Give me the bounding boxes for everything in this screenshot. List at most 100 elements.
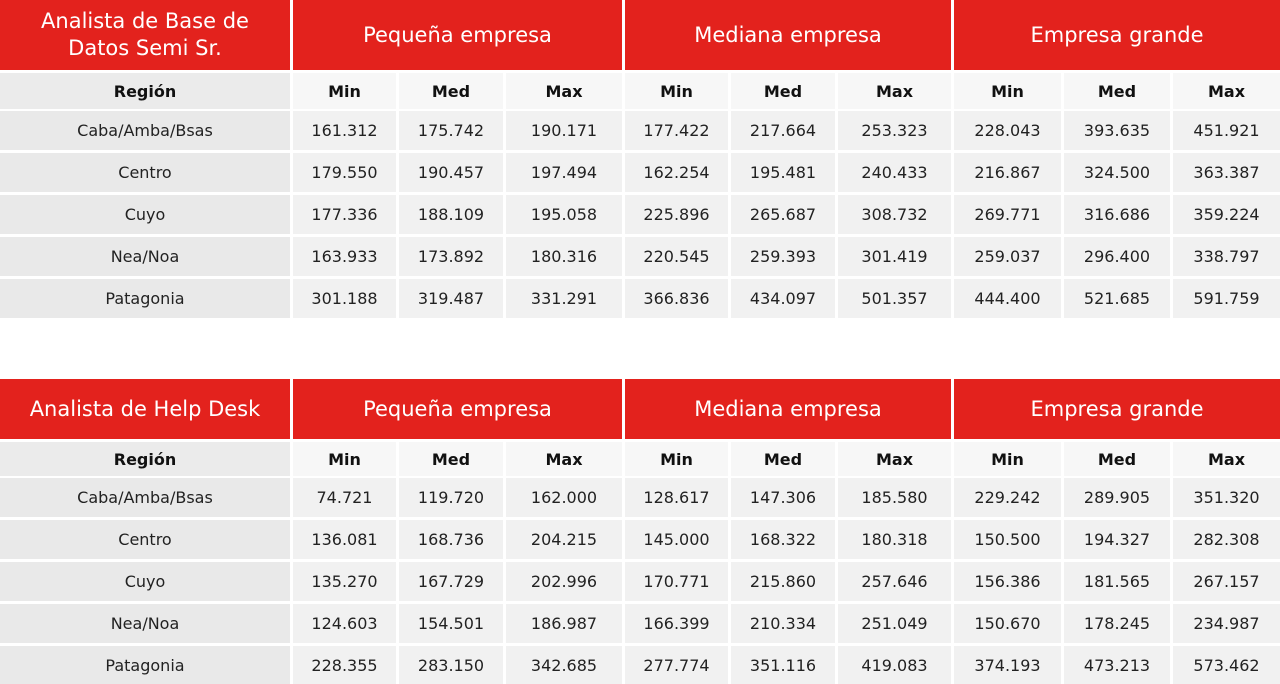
sub-header-row: Región Min Med Max Min Med Max Min Med M… (0, 442, 1280, 476)
value-cell: 136.081 (293, 520, 396, 559)
value-cell: 170.771 (625, 562, 728, 601)
sub-header-cell: Med (731, 442, 835, 476)
value-cell: 186.987 (506, 604, 622, 643)
sub-header-cell: Max (838, 73, 951, 109)
value-cell: 168.736 (399, 520, 503, 559)
value-cell: 190.457 (399, 153, 503, 192)
region-cell: Centro (0, 153, 290, 192)
value-cell: 363.387 (1173, 153, 1280, 192)
table-row: Nea/Noa 163.933 173.892 180.316 220.545 … (0, 237, 1280, 276)
value-cell: 338.797 (1173, 237, 1280, 276)
value-cell: 283.150 (399, 646, 503, 684)
table-row: Patagonia 301.188 319.487 331.291 366.83… (0, 279, 1280, 318)
region-cell: Nea/Noa (0, 604, 290, 643)
value-cell: 195.058 (506, 195, 622, 234)
sub-header-cell: Min (293, 73, 396, 109)
value-cell: 259.037 (954, 237, 1061, 276)
value-cell: 366.836 (625, 279, 728, 318)
value-cell: 342.685 (506, 646, 622, 684)
value-cell: 180.318 (838, 520, 951, 559)
value-cell: 451.921 (1173, 111, 1280, 150)
table-row: Patagonia 228.355 283.150 342.685 277.77… (0, 646, 1280, 684)
value-cell: 163.933 (293, 237, 396, 276)
value-cell: 225.896 (625, 195, 728, 234)
group-header-grande: Empresa grande (954, 379, 1280, 439)
value-cell: 195.481 (731, 153, 835, 192)
table-row: Cuyo 177.336 188.109 195.058 225.896 265… (0, 195, 1280, 234)
table-title-line2: Datos Semi Sr. (68, 36, 222, 60)
table-row: Centro 179.550 190.457 197.494 162.254 1… (0, 153, 1280, 192)
value-cell: 374.193 (954, 646, 1061, 684)
value-cell: 282.308 (1173, 520, 1280, 559)
value-cell: 177.336 (293, 195, 396, 234)
value-cell: 308.732 (838, 195, 951, 234)
group-header-pequena: Pequeña empresa (293, 0, 622, 70)
sub-header-cell: Min (954, 442, 1061, 476)
table-row: Caba/Amba/Bsas 74.721 119.720 162.000 12… (0, 478, 1280, 517)
value-cell: 319.487 (399, 279, 503, 318)
sub-header-cell: Med (399, 442, 503, 476)
value-cell: 177.422 (625, 111, 728, 150)
region-header: Región (0, 73, 290, 109)
value-cell: 229.242 (954, 478, 1061, 517)
value-cell: 228.043 (954, 111, 1061, 150)
value-cell: 234.987 (1173, 604, 1280, 643)
value-cell: 188.109 (399, 195, 503, 234)
table-title-line1: Analista de Help Desk (29, 396, 261, 421)
value-cell: 251.049 (838, 604, 951, 643)
value-cell: 216.867 (954, 153, 1061, 192)
value-cell: 135.270 (293, 562, 396, 601)
value-cell: 128.617 (625, 478, 728, 517)
table-title-line1: Analista de Base de (41, 9, 249, 33)
sub-header-cell: Max (506, 442, 622, 476)
value-cell: 210.334 (731, 604, 835, 643)
table-title: Analista de Base de Datos Semi Sr. (0, 0, 290, 70)
value-cell: 253.323 (838, 111, 951, 150)
sub-header-cell: Max (1173, 73, 1280, 109)
value-cell: 573.462 (1173, 646, 1280, 684)
value-cell: 351.320 (1173, 478, 1280, 517)
value-cell: 259.393 (731, 237, 835, 276)
value-cell: 220.545 (625, 237, 728, 276)
value-cell: 194.327 (1064, 520, 1170, 559)
sub-header-cell: Med (1064, 73, 1170, 109)
sub-header-cell: Med (399, 73, 503, 109)
value-cell: 162.000 (506, 478, 622, 517)
value-cell: 277.774 (625, 646, 728, 684)
value-cell: 501.357 (838, 279, 951, 318)
value-cell: 331.291 (506, 279, 622, 318)
group-header-mediana: Mediana empresa (625, 379, 951, 439)
table-row: Centro 136.081 168.736 204.215 145.000 1… (0, 520, 1280, 559)
sub-header-cell: Min (954, 73, 1061, 109)
value-cell: 178.245 (1064, 604, 1170, 643)
group-header-grande: Empresa grande (954, 0, 1280, 70)
sub-header-cell: Med (731, 73, 835, 109)
region-cell: Cuyo (0, 562, 290, 601)
sub-header-cell: Med (1064, 442, 1170, 476)
value-cell: 124.603 (293, 604, 396, 643)
table-row: Nea/Noa 124.603 154.501 186.987 166.399 … (0, 604, 1280, 643)
value-cell: 202.996 (506, 562, 622, 601)
group-header-pequena: Pequeña empresa (293, 379, 622, 439)
value-cell: 215.860 (731, 562, 835, 601)
value-cell: 156.386 (954, 562, 1061, 601)
value-cell: 150.670 (954, 604, 1061, 643)
sub-header-row: Región Min Med Max Min Med Max Min Med M… (0, 73, 1280, 109)
value-cell: 301.188 (293, 279, 396, 318)
value-cell: 119.720 (399, 478, 503, 517)
value-cell: 179.550 (293, 153, 396, 192)
sub-header-cell: Max (1173, 442, 1280, 476)
value-cell: 173.892 (399, 237, 503, 276)
value-cell: 168.322 (731, 520, 835, 559)
value-cell: 301.419 (838, 237, 951, 276)
value-cell: 289.905 (1064, 478, 1170, 517)
value-cell: 316.686 (1064, 195, 1170, 234)
value-cell: 204.215 (506, 520, 622, 559)
value-cell: 393.635 (1064, 111, 1170, 150)
value-cell: 167.729 (399, 562, 503, 601)
value-cell: 444.400 (954, 279, 1061, 318)
value-cell: 473.213 (1064, 646, 1170, 684)
value-cell: 161.312 (293, 111, 396, 150)
sub-header-cell: Max (506, 73, 622, 109)
value-cell: 181.565 (1064, 562, 1170, 601)
